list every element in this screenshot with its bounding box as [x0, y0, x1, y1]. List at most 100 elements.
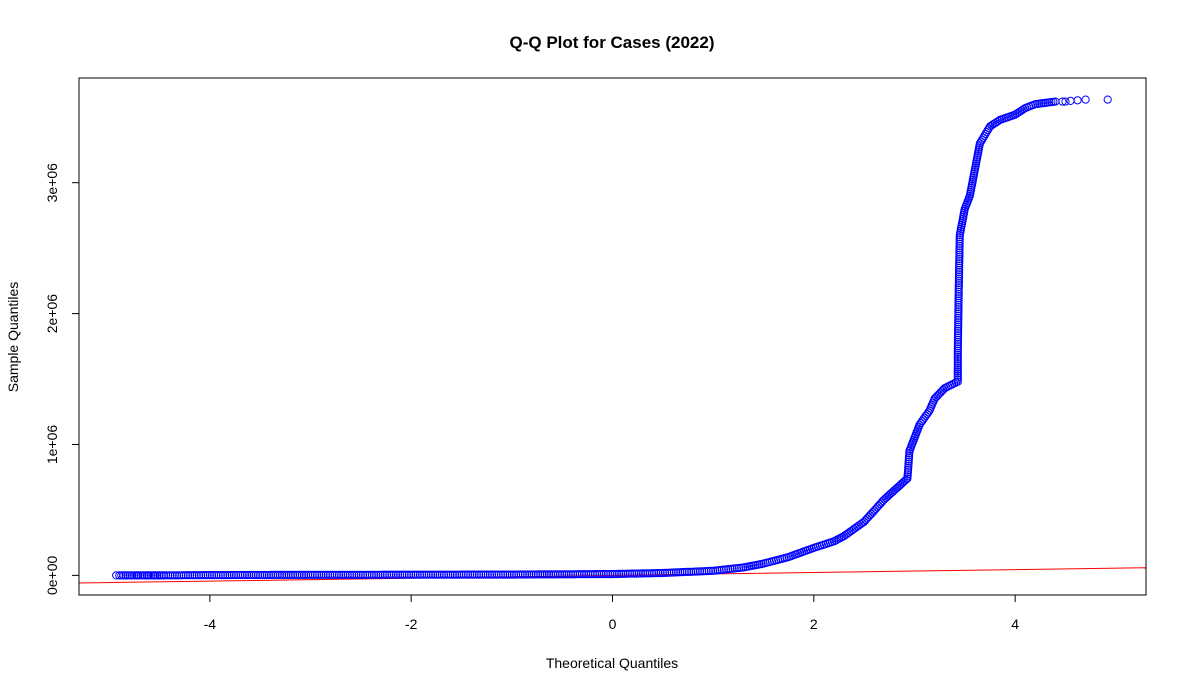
sample-point	[639, 569, 648, 578]
sample-point	[459, 570, 468, 579]
sample-point	[954, 298, 963, 307]
sample-point	[404, 570, 414, 579]
sample-point	[138, 571, 147, 580]
sample-point	[953, 331, 963, 340]
sample-point	[955, 248, 964, 257]
sample-point	[468, 570, 477, 579]
sample-point	[523, 570, 532, 579]
sample-point	[299, 570, 309, 580]
sample-point	[345, 570, 354, 579]
sample-point	[393, 570, 403, 579]
sample-point	[571, 570, 580, 579]
sample-point	[409, 570, 418, 579]
sample-point	[955, 244, 964, 253]
sample-point	[930, 394, 939, 403]
sample-point	[514, 570, 523, 579]
sample-point	[955, 261, 964, 270]
sample-point	[954, 329, 963, 338]
sample-point	[954, 318, 963, 327]
sample-point	[953, 359, 962, 368]
sample-point	[700, 567, 709, 576]
x-tick-label: 0	[609, 616, 617, 632]
sample-point	[687, 567, 696, 576]
sample-point	[643, 569, 652, 578]
sample-point	[339, 570, 348, 579]
sample-point	[632, 569, 641, 578]
sample-point	[953, 344, 962, 353]
sample-point	[159, 571, 168, 580]
sample-point	[507, 570, 516, 579]
sample-point	[593, 570, 602, 579]
sample-point	[954, 285, 963, 294]
sample-point	[197, 571, 206, 580]
sample-point	[407, 570, 416, 579]
sample-point	[278, 570, 287, 580]
sample-point	[310, 570, 319, 579]
sample-point	[560, 570, 569, 579]
sample-point	[123, 571, 132, 580]
sample-point	[317, 570, 326, 579]
sample-point	[238, 570, 247, 580]
sample-point	[954, 274, 964, 283]
sample-point	[288, 570, 298, 580]
sample-point	[273, 570, 282, 580]
sample-point	[597, 570, 606, 579]
sample-point	[162, 571, 171, 580]
sample-point	[953, 350, 962, 359]
sample-point	[575, 570, 584, 579]
sample-point	[435, 570, 444, 579]
sample-point	[955, 259, 964, 268]
sample-point	[391, 570, 400, 579]
sample-point	[210, 571, 219, 580]
sample-point	[953, 365, 962, 374]
sample-point	[420, 570, 429, 579]
sample-point	[223, 571, 232, 580]
sample-point	[199, 571, 208, 580]
sample-point	[341, 570, 350, 579]
sample-point	[201, 571, 210, 580]
sample-point	[293, 570, 302, 580]
sample-point	[302, 570, 311, 580]
sample-point	[280, 570, 289, 580]
sample-point	[243, 570, 252, 580]
sample-point	[350, 570, 359, 579]
sample-point	[275, 570, 284, 580]
sample-point	[955, 237, 964, 246]
sample-point	[127, 571, 137, 580]
sample-point	[953, 342, 963, 351]
sample-point	[544, 570, 554, 579]
sample-point	[599, 570, 608, 579]
sample-point	[499, 570, 508, 579]
sample-point	[400, 570, 409, 579]
sample-point	[492, 570, 501, 579]
sample-point	[153, 571, 162, 580]
y-tick-label: 1e+06	[44, 425, 60, 465]
sample-point	[630, 569, 639, 578]
sample-point	[455, 570, 464, 579]
sample-point	[258, 570, 267, 580]
sample-point	[682, 567, 692, 577]
sample-point	[485, 570, 495, 579]
y-axis: 0e+00 1e+06 2e+06 3e+06	[44, 163, 80, 595]
x-tick-label: -2	[405, 616, 418, 632]
sample-point	[934, 390, 944, 399]
sample-point	[551, 570, 560, 579]
sample-point	[953, 357, 962, 366]
sample-point	[538, 570, 547, 579]
sample-point	[954, 276, 964, 285]
sample-point	[669, 568, 678, 577]
sample-point	[660, 568, 670, 578]
sample-point	[955, 239, 964, 248]
sample-point	[424, 570, 433, 579]
sample-point	[954, 311, 963, 320]
sample-point	[932, 393, 941, 402]
sample-point	[479, 570, 488, 579]
sample-point	[429, 570, 438, 579]
sample-point	[267, 570, 276, 580]
sample-point	[954, 287, 963, 296]
sample-point	[650, 569, 659, 578]
sample-point	[1103, 95, 1112, 104]
sample-point	[291, 570, 300, 580]
sample-point	[542, 570, 552, 579]
